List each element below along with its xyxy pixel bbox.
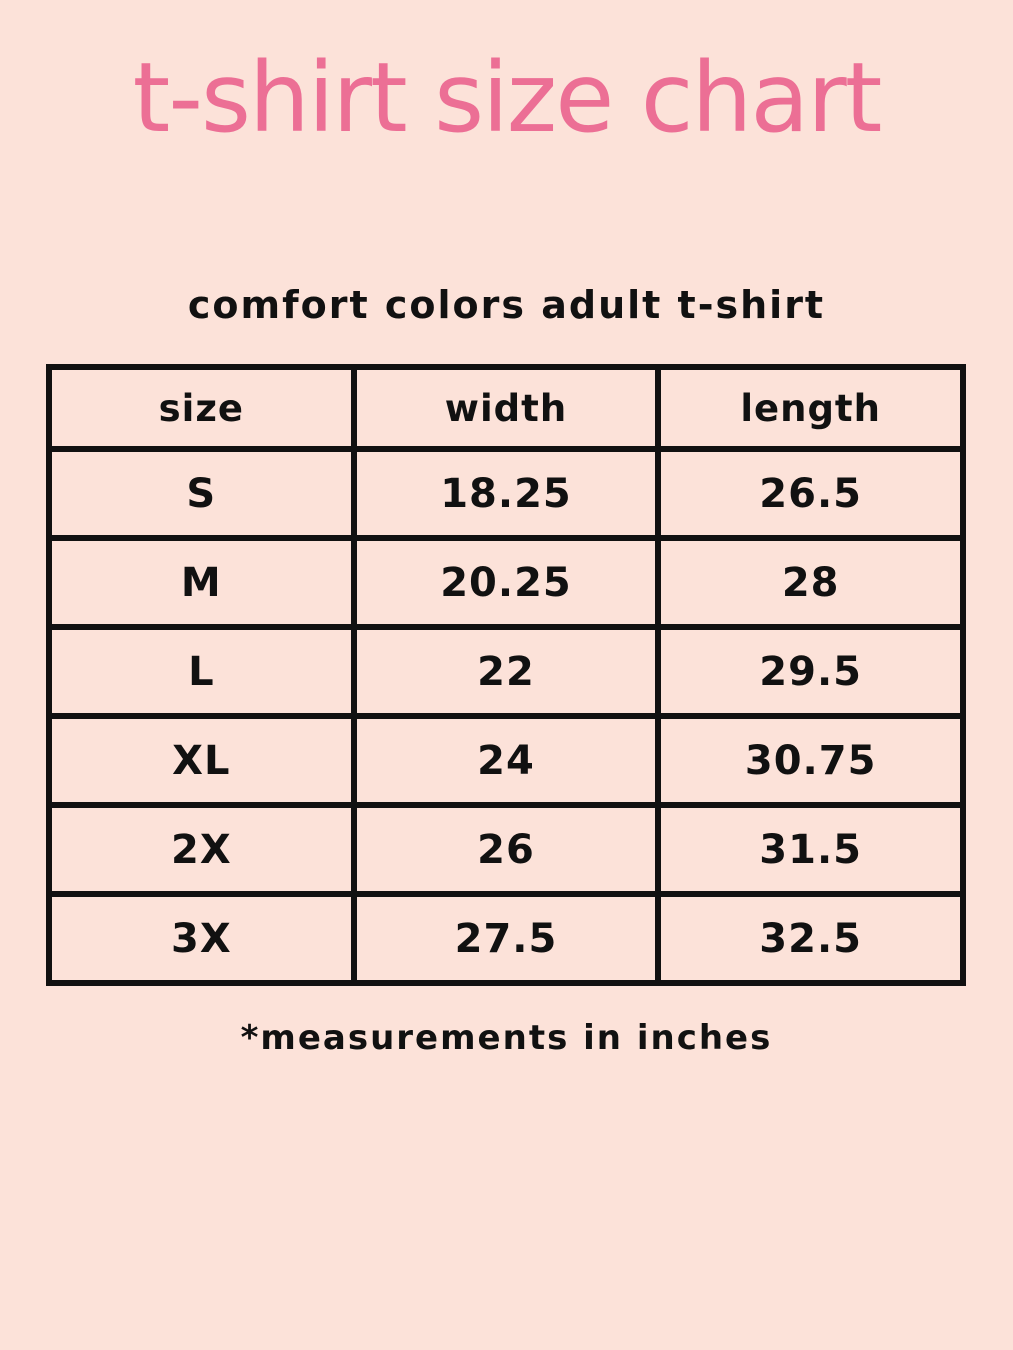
header-size: size bbox=[46, 364, 357, 452]
size-table: size width length S 18.25 26.5 M 20.25 2… bbox=[46, 364, 966, 986]
cell-width: 20.25 bbox=[350, 535, 662, 630]
table-row: S 18.25 26.5 bbox=[46, 446, 966, 541]
table-row: 3X 27.5 32.5 bbox=[46, 891, 966, 986]
table-row: 2X 26 31.5 bbox=[46, 802, 966, 897]
cell-length: 26.5 bbox=[655, 446, 966, 541]
cell-length: 32.5 bbox=[655, 891, 966, 986]
cell-length: 30.75 bbox=[655, 713, 966, 808]
table-header-row: size width length bbox=[46, 364, 966, 452]
cell-size: M bbox=[46, 535, 357, 630]
measurement-footnote: *measurements in inches bbox=[240, 1018, 773, 1058]
cell-length: 31.5 bbox=[655, 802, 966, 897]
cell-size: L bbox=[46, 624, 357, 719]
cell-width: 18.25 bbox=[350, 446, 662, 541]
cell-size: 3X bbox=[46, 891, 357, 986]
cell-length: 29.5 bbox=[655, 624, 966, 719]
cell-size: 2X bbox=[46, 802, 357, 897]
cell-width: 26 bbox=[350, 802, 662, 897]
cell-width: 22 bbox=[350, 624, 662, 719]
table-row: M 20.25 28 bbox=[46, 535, 966, 630]
page-title: t-shirt size chart bbox=[132, 42, 883, 154]
cell-length: 28 bbox=[655, 535, 966, 630]
cell-width: 24 bbox=[350, 713, 662, 808]
cell-size: S bbox=[46, 446, 357, 541]
table-row: L 22 29.5 bbox=[46, 624, 966, 719]
product-subtitle: comfort colors adult t-shirt bbox=[187, 283, 826, 327]
table-row: XL 24 30.75 bbox=[46, 713, 966, 808]
header-length: length bbox=[655, 364, 966, 452]
header-width: width bbox=[350, 364, 662, 452]
cell-width: 27.5 bbox=[350, 891, 662, 986]
cell-size: XL bbox=[46, 713, 357, 808]
